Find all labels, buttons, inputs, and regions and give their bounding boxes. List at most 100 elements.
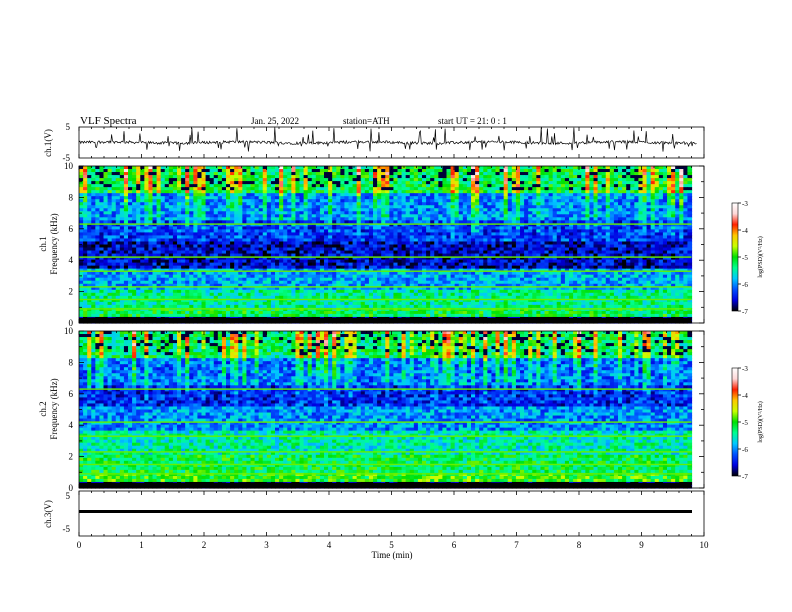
spec-cell [144, 202, 150, 206]
spec-cell [111, 193, 117, 197]
spec-cell [507, 196, 513, 200]
spec-cell [91, 202, 96, 206]
spec-cell [348, 187, 354, 191]
spec-cell [642, 223, 648, 227]
spec-cell [246, 253, 252, 258]
spec-cell [393, 226, 399, 230]
spec-cell [217, 208, 223, 212]
spec-cell [279, 235, 284, 240]
spec-cell [226, 244, 231, 249]
spec-cell [95, 196, 101, 200]
spec-cell [123, 229, 129, 234]
spec-cell [585, 217, 591, 221]
spec-cell [426, 253, 431, 258]
spec-cell [405, 172, 411, 176]
spec-cell [548, 190, 554, 194]
spec-cell [270, 211, 276, 215]
spec-cell [356, 229, 362, 234]
spec-cell [642, 169, 648, 173]
spec-cell [417, 220, 423, 224]
spec-cell [360, 220, 366, 224]
spec-cell [368, 196, 374, 200]
spec-cell [197, 172, 203, 176]
spec-cell [618, 178, 623, 182]
spec-cell [299, 247, 305, 252]
spec-cell [262, 223, 268, 227]
spec-cell [307, 181, 313, 185]
spec-cell [185, 214, 190, 218]
spec-cell [111, 214, 117, 218]
spec-cell [258, 256, 264, 261]
spec-cell [197, 202, 203, 206]
spec-cell [638, 178, 644, 182]
spec-cell [483, 229, 488, 234]
spec-cell [111, 187, 117, 191]
spec-cell [111, 265, 117, 270]
spec-cell [569, 262, 574, 267]
spec-cell [242, 169, 248, 173]
spec-cell [524, 208, 529, 212]
spec-cell [250, 232, 256, 237]
spec-cell [332, 190, 337, 194]
spec-cell [515, 175, 521, 179]
spec-cell [270, 214, 276, 218]
spec-cell [164, 265, 170, 270]
spec-cell [352, 184, 358, 188]
spec-cell [352, 205, 358, 209]
spec-cell [160, 190, 166, 194]
spec-cell [646, 196, 652, 200]
spec-cell [446, 199, 452, 203]
spec-cell [671, 259, 676, 264]
spec-cell [283, 178, 288, 182]
spec-cell [520, 250, 525, 255]
spec-cell [458, 175, 464, 179]
spec-cell [144, 220, 150, 224]
spec-cell [446, 193, 452, 197]
spec-cell [230, 247, 235, 252]
spec-cell [226, 172, 231, 176]
spec-cell [128, 205, 133, 209]
spec-cell [344, 196, 350, 200]
spec-cell [234, 172, 239, 176]
spec-cell [266, 256, 272, 261]
spec-cell [230, 193, 235, 197]
spec-cell [426, 175, 431, 179]
spec-cell [642, 262, 648, 267]
spec-cell [315, 184, 321, 188]
spec-cell [148, 238, 154, 243]
spec-cell [556, 244, 562, 249]
spec-cell [299, 220, 305, 224]
spec-cell [250, 175, 256, 179]
spec-cell [618, 169, 623, 173]
spec-cell [577, 220, 582, 224]
spec-cell [213, 217, 219, 221]
spec-cell [667, 175, 672, 179]
spec-cell [377, 202, 382, 206]
spec-cell [242, 235, 248, 240]
spec-cell [601, 223, 607, 227]
spec-cell [189, 259, 194, 264]
spec-cell [458, 259, 464, 264]
spec-cell [393, 244, 399, 249]
spec-cell [679, 175, 684, 179]
spec-cell [679, 190, 684, 194]
spec-cell [315, 214, 321, 218]
spec-cell [336, 205, 341, 209]
spec-cell [511, 199, 517, 203]
spec-cell [303, 220, 309, 224]
spec-cell [368, 247, 374, 252]
spec-cell [475, 232, 480, 237]
spec-cell [515, 166, 521, 170]
spec-cell [79, 238, 84, 243]
spec-cell [364, 172, 370, 176]
spec-cell [319, 175, 325, 179]
spec-cell [95, 229, 101, 234]
spec-cell [213, 238, 219, 243]
spec-cell [638, 241, 644, 246]
spec-cell [564, 253, 570, 258]
spec-cell [593, 208, 599, 212]
spec-cell [687, 244, 693, 249]
spec-cell [658, 181, 664, 185]
spec-cell [393, 169, 399, 173]
spec-cell [295, 253, 301, 258]
